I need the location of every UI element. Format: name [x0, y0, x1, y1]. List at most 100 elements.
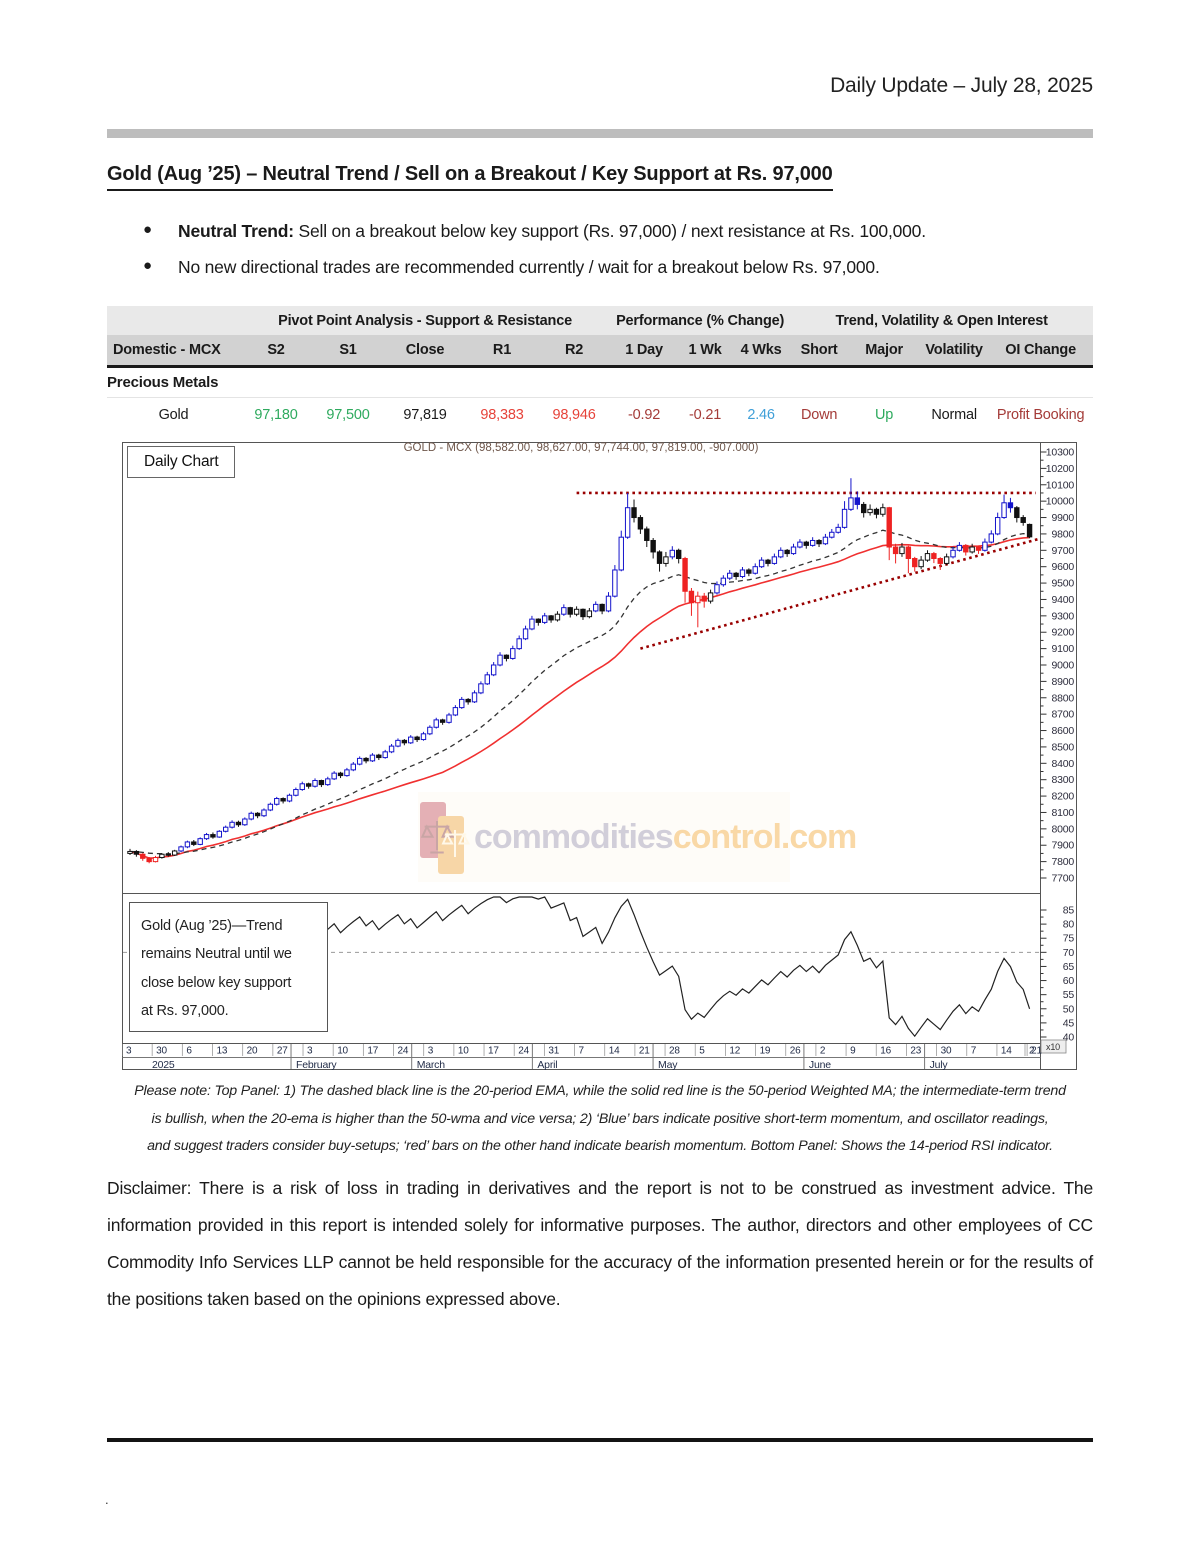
cell-r1: 98,383: [480, 406, 524, 423]
svg-text:8700: 8700: [1051, 709, 1074, 721]
section-row-label: Precious Metals: [107, 366, 1094, 398]
svg-text:3: 3: [428, 1046, 434, 1057]
svg-text:40: 40: [1063, 1032, 1075, 1044]
svg-text:85: 85: [1063, 905, 1075, 917]
svg-text:10000: 10000: [1046, 496, 1075, 508]
table-column-header-row: Domestic - MCX S2 S1 Close R1 R2 1 Day 1…: [107, 335, 1094, 367]
bullet-item: ● No new directional trades are recommen…: [143, 257, 1093, 278]
svg-text:16: 16: [880, 1046, 891, 1057]
svg-text:14: 14: [1001, 1046, 1012, 1057]
header-divider: [107, 129, 1093, 138]
svg-text:30: 30: [156, 1046, 167, 1057]
price-rsi-chart: 7700 7800 7900 8000 8100 8200 8300 8400 8500 8600…: [122, 442, 1077, 1070]
svg-text:9400: 9400: [1051, 594, 1074, 606]
cell-1day: -0.92: [628, 406, 661, 423]
col-oi-change: OI Change: [988, 335, 1094, 367]
cell-short: Down: [800, 406, 838, 423]
svg-text:9800: 9800: [1051, 528, 1074, 540]
bullet-text: No new directional trades are recommende…: [178, 257, 880, 277]
daily-chart-panel: commodities control.com 7700 7800 7900 8000 8…: [122, 440, 1078, 1070]
svg-text:8500: 8500: [1051, 741, 1074, 753]
footer-divider: [107, 1438, 1093, 1442]
svg-text:9: 9: [850, 1046, 856, 1057]
svg-text:19: 19: [760, 1046, 771, 1057]
svg-text:8200: 8200: [1051, 791, 1074, 803]
axis-multiplier-badge: x10: [1040, 1039, 1067, 1054]
col-major: Major: [848, 335, 921, 367]
col-short: Short: [790, 335, 849, 367]
svg-text:5: 5: [699, 1046, 705, 1057]
svg-text:10200: 10200: [1046, 463, 1075, 475]
svg-text:8400: 8400: [1051, 758, 1074, 770]
svg-text:23: 23: [910, 1046, 921, 1057]
svg-text:2025: 2025: [152, 1059, 175, 1070]
bullet-item: ● Neutral Trend: Sell on a breakout belo…: [143, 221, 1093, 242]
svg-text:10300: 10300: [1046, 447, 1075, 459]
svg-text:8000: 8000: [1051, 823, 1074, 835]
col-volatility: Volatility: [920, 335, 989, 367]
svg-text:50: 50: [1063, 1003, 1075, 1015]
svg-text:9500: 9500: [1051, 578, 1074, 590]
price-axis: 7700 7800 7900 8000 8100 8200 8300 8400 8500 8600…: [1040, 447, 1075, 885]
svg-text:7: 7: [971, 1046, 977, 1057]
chart-title: GOLD - MCX (98,582.00, 98,627.00, 97,744…: [403, 442, 759, 454]
svg-text:3: 3: [126, 1046, 132, 1057]
pivot-table: Pivot Point Analysis - Support & Resista…: [107, 306, 1094, 431]
col-r1: R1: [466, 335, 538, 367]
svg-text:7900: 7900: [1051, 840, 1074, 852]
svg-text:65: 65: [1063, 961, 1075, 973]
svg-text:April: April: [537, 1059, 557, 1070]
page-header: Daily Update – July 28, 2025: [830, 74, 1093, 97]
footer-dot: .: [105, 1492, 109, 1507]
daily-chart-label: Daily Chart: [127, 446, 236, 478]
cell-major: Up: [875, 406, 894, 423]
chart-annotation-box: Gold (Aug ’25)—Trend remains Neutral unt…: [129, 902, 328, 1033]
svg-text:10: 10: [337, 1046, 348, 1057]
svg-text:9900: 9900: [1051, 512, 1074, 524]
svg-text:3: 3: [307, 1046, 313, 1057]
svg-text:20: 20: [247, 1046, 258, 1057]
cell-close: 97,819: [403, 406, 447, 423]
chart-footnote: Please note: Top Panel: 1) The dashed bl…: [134, 1083, 1066, 1155]
svg-text:8800: 8800: [1051, 692, 1074, 704]
col-r2: R2: [538, 335, 611, 367]
cell-4wks: 2.46: [747, 406, 775, 423]
col-s1: S1: [312, 335, 384, 367]
svg-text:12: 12: [729, 1046, 740, 1057]
svg-text:8900: 8900: [1051, 676, 1074, 688]
watermark-text-orange: control.com: [672, 817, 858, 856]
section-title: Gold (Aug ’25) – Neutral Trend / Sell on…: [107, 163, 833, 191]
group-header-blank: [107, 306, 240, 335]
svg-text:24: 24: [398, 1046, 409, 1057]
col-4wks: 4 Wks: [732, 335, 791, 367]
cell-1wk: -0.21: [689, 406, 722, 423]
svg-text:6: 6: [186, 1046, 192, 1057]
svg-text:21: 21: [639, 1046, 650, 1057]
col-domestic-mcx: Domestic - MCX: [107, 335, 240, 367]
svg-text:March: March: [417, 1059, 446, 1070]
svg-text:13: 13: [217, 1046, 228, 1057]
group-header-performance: Performance (% Change): [610, 306, 791, 335]
svg-text:8600: 8600: [1051, 725, 1074, 737]
svg-text:10100: 10100: [1046, 479, 1075, 491]
col-1day: 1 Day: [610, 335, 679, 367]
svg-text:2: 2: [820, 1046, 826, 1057]
cell-oi-change: Profit Booking: [996, 406, 1085, 423]
candlesticks: [127, 478, 1033, 864]
cell-r2: 98,946: [552, 406, 596, 423]
bullet-text: Neutral Trend: Sell on a breakout below …: [178, 221, 926, 241]
svg-text:55: 55: [1063, 989, 1075, 1001]
svg-text:8100: 8100: [1051, 807, 1074, 819]
svg-text:July: July: [930, 1059, 949, 1070]
group-header-trend: Trend, Volatility & Open Interest: [790, 306, 1094, 335]
svg-text:7700: 7700: [1051, 873, 1074, 885]
col-close: Close: [384, 335, 466, 367]
cell-name: Gold: [158, 406, 189, 423]
watermark: commodities control.com: [418, 792, 857, 882]
group-header-pivot: Pivot Point Analysis - Support & Resista…: [240, 306, 611, 335]
cell-s1: 97,500: [326, 406, 370, 423]
svg-text:70: 70: [1063, 947, 1075, 959]
svg-text:9700: 9700: [1051, 545, 1074, 557]
svg-text:9200: 9200: [1051, 627, 1074, 639]
disclaimer-text: Disclaimer: There is a risk of loss in t…: [107, 1178, 1093, 1310]
